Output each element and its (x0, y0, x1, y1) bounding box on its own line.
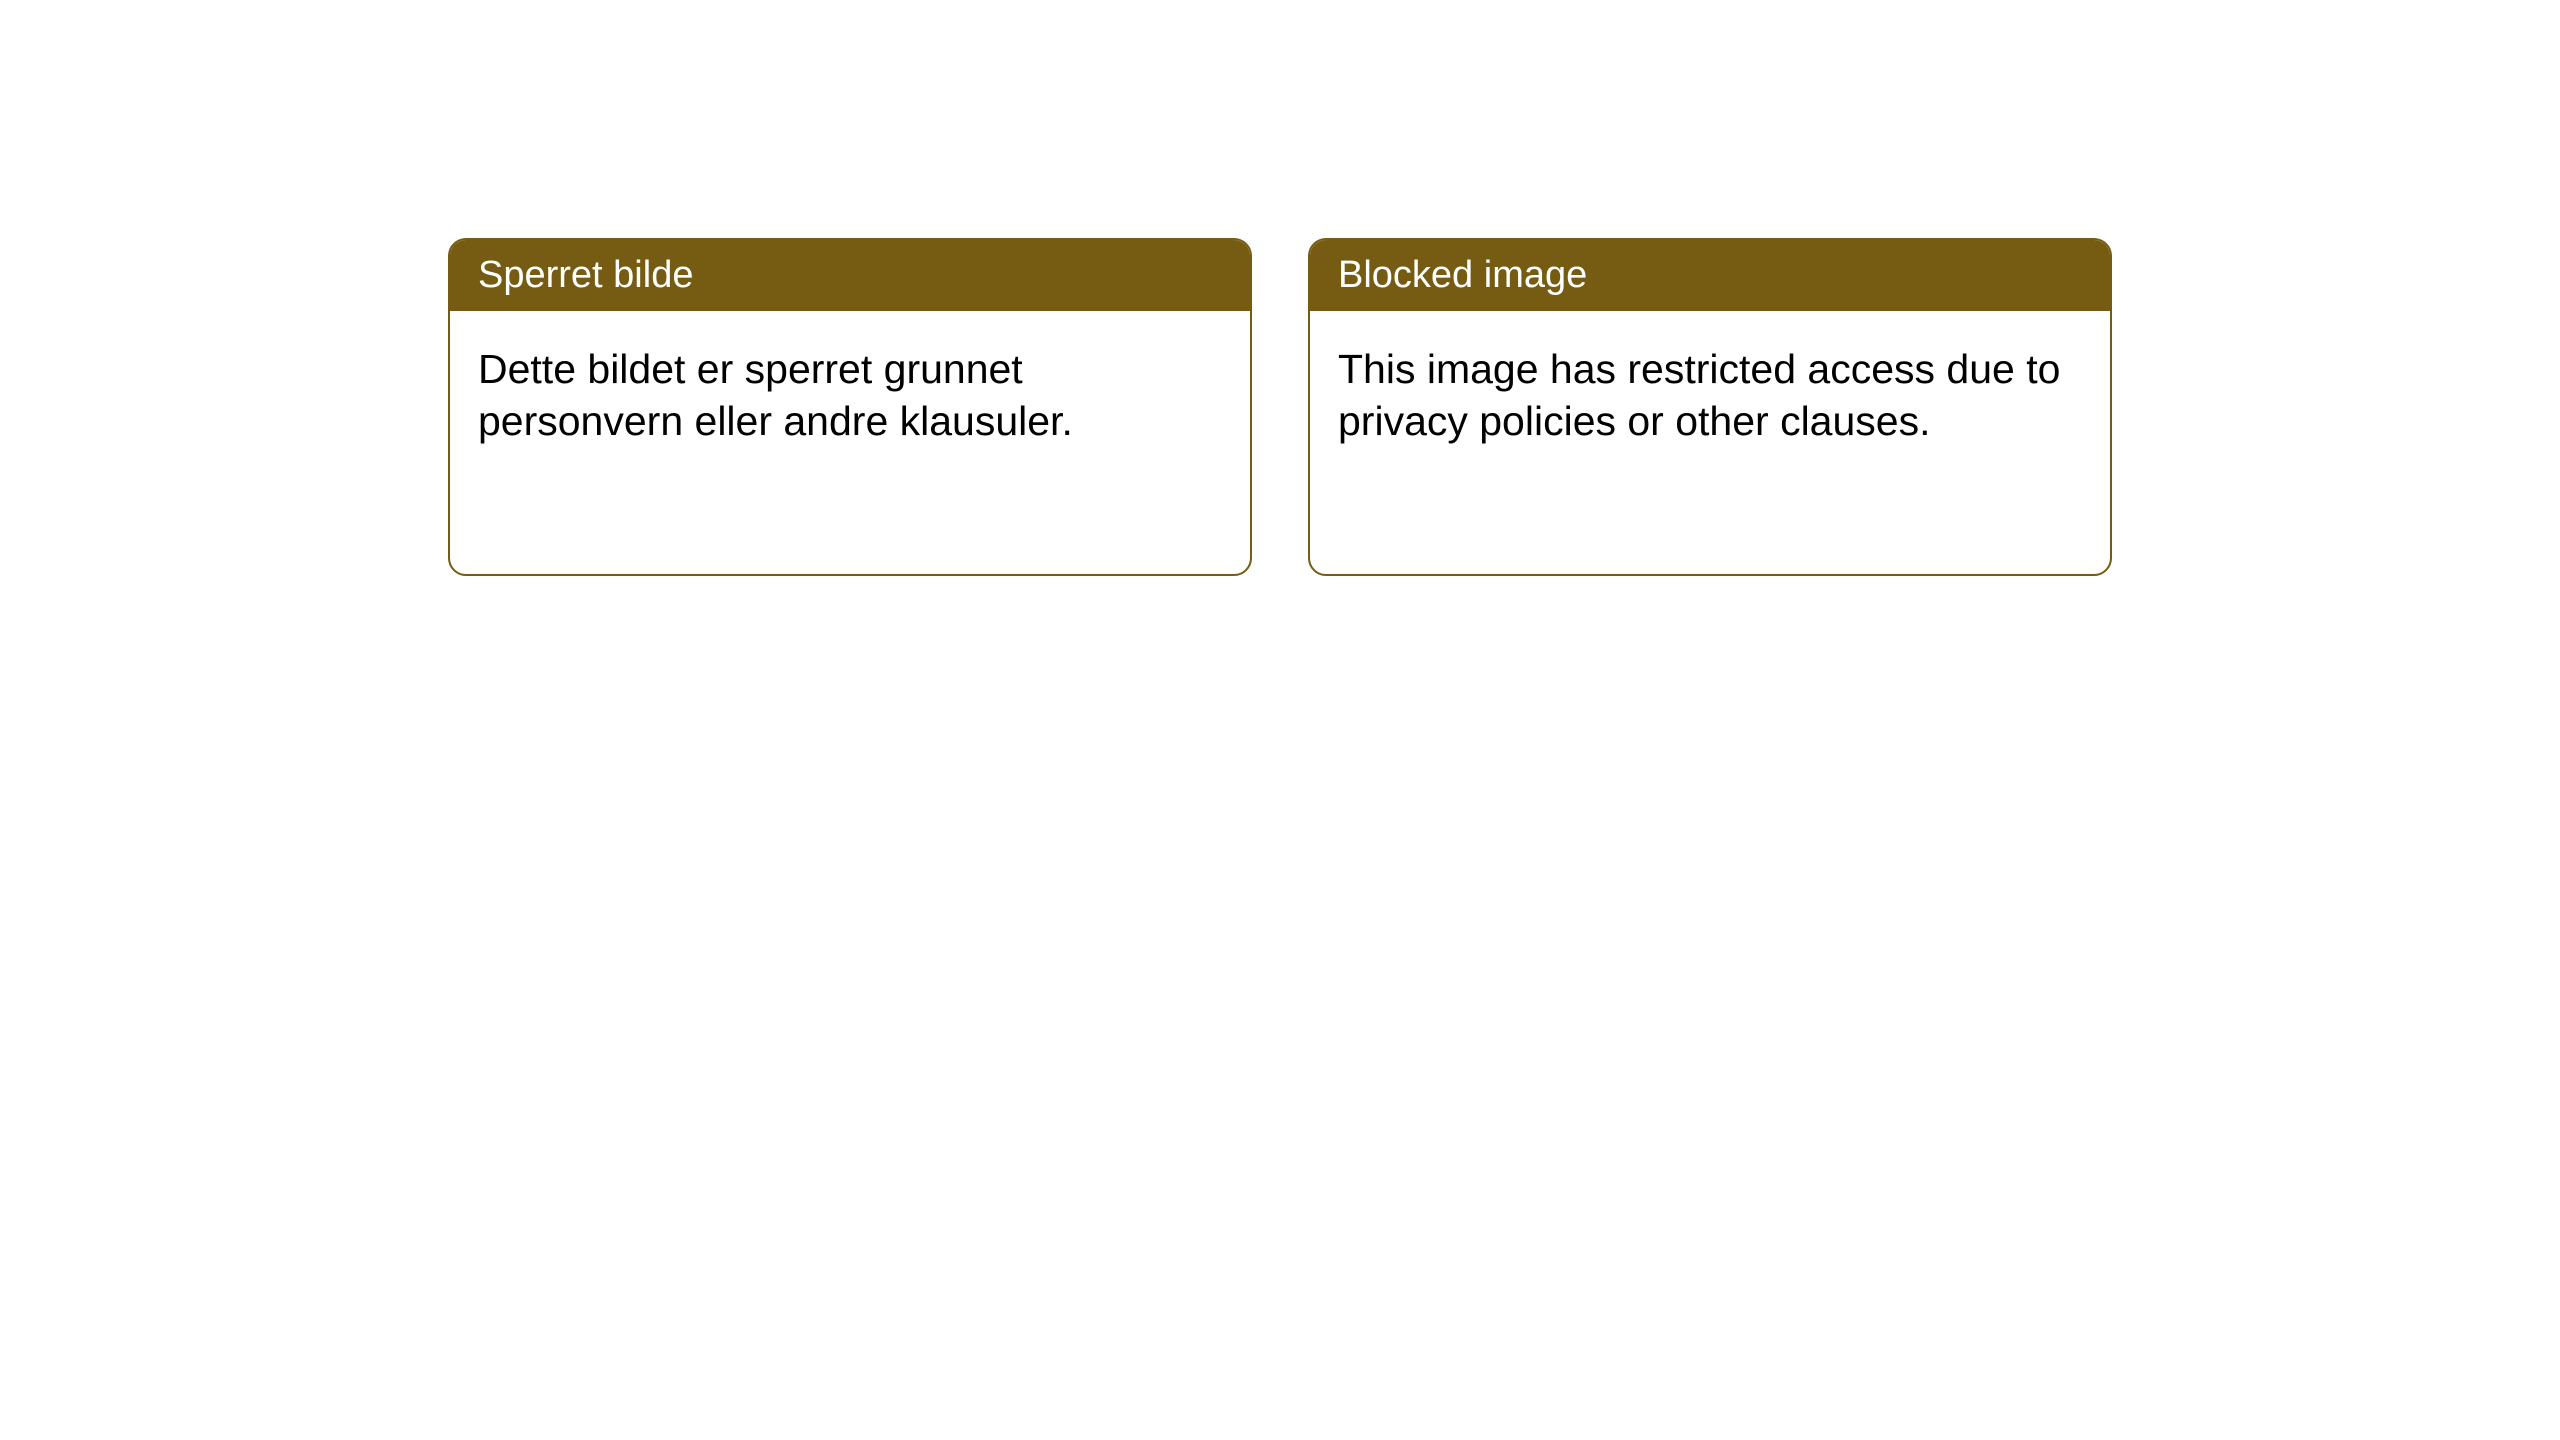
card-body: This image has restricted access due to … (1310, 311, 2110, 480)
notice-card-english: Blocked image This image has restricted … (1308, 238, 2112, 576)
notice-card-norwegian: Sperret bilde Dette bildet er sperret gr… (448, 238, 1252, 576)
card-title: Sperret bilde (478, 254, 693, 296)
card-header: Blocked image (1310, 240, 2110, 311)
notice-cards-container: Sperret bilde Dette bildet er sperret gr… (448, 238, 2112, 576)
card-title: Blocked image (1338, 254, 1587, 296)
card-header: Sperret bilde (450, 240, 1250, 311)
card-body: Dette bildet er sperret grunnet personve… (450, 311, 1250, 480)
card-body-text: Dette bildet er sperret grunnet personve… (478, 346, 1073, 444)
card-body-text: This image has restricted access due to … (1338, 346, 2060, 444)
